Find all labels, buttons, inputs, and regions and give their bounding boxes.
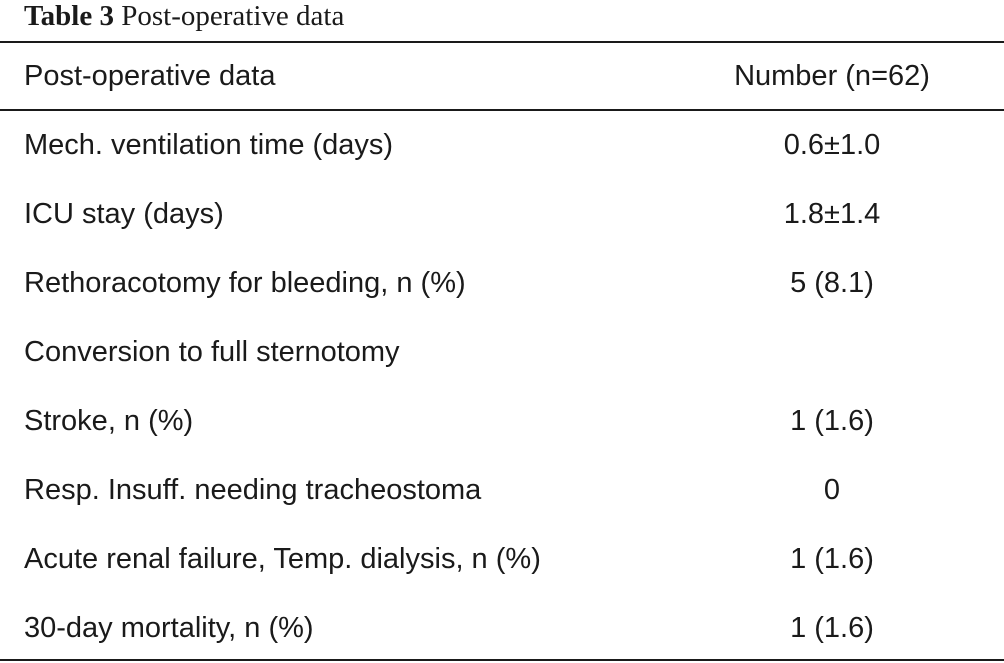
- table-caption-title: Post-operative data: [121, 0, 345, 32]
- table-row: 30-day mortality, n (%) 1 (1.6): [0, 594, 1004, 663]
- row-item: Stroke, n (%): [24, 405, 194, 437]
- row-value: 0.6±1.0: [783, 129, 881, 161]
- table-bottom-rule: [0, 659, 1004, 661]
- row-item: ICU stay (days): [24, 198, 224, 230]
- header-number-column: Number (n=62): [734, 59, 930, 92]
- table-row: ICU stay (days) 1.8±1.4: [0, 180, 1004, 249]
- table-row: Acute renal failure, Temp. dialysis, n (…: [0, 525, 1004, 594]
- table-row: Mech. ventilation time (days) 0.6±1.0: [0, 111, 1004, 180]
- table-row: Conversion to full sternotomy: [0, 318, 1004, 387]
- table-header-rule: [0, 109, 1004, 111]
- row-item: Rethoracotomy for bleeding, n (%): [24, 267, 466, 299]
- row-value: 1 (1.6): [790, 543, 874, 575]
- row-item: Mech. ventilation time (days): [24, 129, 394, 161]
- row-value: 1 (1.6): [790, 612, 874, 644]
- row-item: Resp. Insuff. needing tracheostoma: [24, 474, 482, 506]
- row-value: 1 (1.6): [790, 405, 874, 437]
- row-item: Conversion to full sternotomy: [24, 336, 400, 368]
- row-value: 0: [823, 474, 841, 506]
- row-value: [716, 318, 948, 387]
- table-row: Rethoracotomy for bleeding, n (%) 5 (8.1…: [0, 249, 1004, 318]
- row-item: Acute renal failure, Temp. dialysis, n (…: [24, 543, 541, 575]
- table-caption-label: Table 3: [24, 0, 114, 32]
- table-row: Stroke, n (%) 1 (1.6): [0, 387, 1004, 456]
- header-item-column: Post-operative data: [24, 59, 276, 92]
- table-header-row: Post-operative data Number (n=62): [0, 43, 1004, 109]
- table-caption: Table 3 Post-operative data: [24, 0, 344, 38]
- row-value: 1.8±1.4: [783, 198, 881, 230]
- row-item: 30-day mortality, n (%): [24, 612, 314, 644]
- row-value: 5 (8.1): [790, 267, 874, 299]
- table-top-rule: [0, 41, 1004, 43]
- table-row: Resp. Insuff. needing tracheostoma 0: [0, 456, 1004, 525]
